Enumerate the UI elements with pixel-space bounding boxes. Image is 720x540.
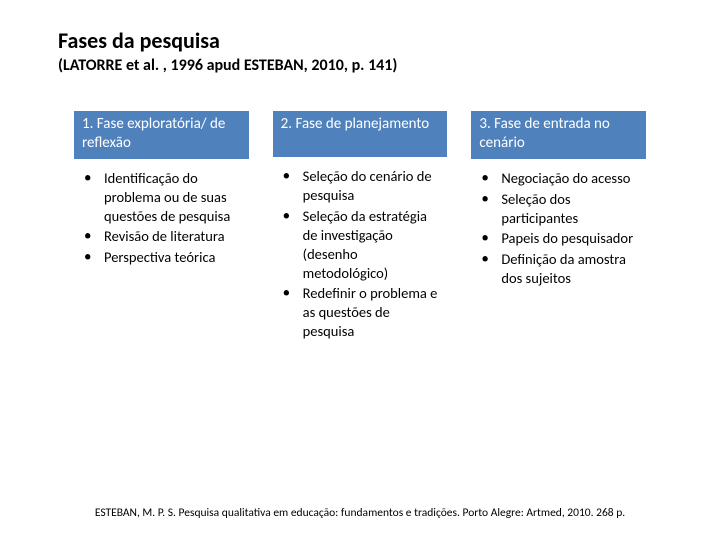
phase-item: Negociação do acesso	[477, 169, 640, 188]
phase-header: 3. Fase de entrada no cenário	[471, 111, 646, 159]
phase-item: Seleção da estratégia de investigação (d…	[279, 207, 442, 282]
phase-item: Perspectiva teórica	[80, 248, 243, 267]
phase-item: Revisão de literatura	[80, 227, 243, 246]
phase-column: 2. Fase de planejamento Seleção do cenár…	[273, 111, 448, 349]
phase-body: Negociação do acesso Seleção dos partici…	[471, 159, 646, 296]
page-title: Fases da pesquisa	[58, 28, 662, 54]
phase-item: Identificação do problema ou de suas que…	[80, 169, 243, 226]
phase-header: 2. Fase de planejamento	[273, 111, 448, 157]
phase-item: Papeis do pesquisador	[477, 229, 640, 248]
phase-header: 1. Fase exploratória/ de reflexão	[74, 111, 249, 159]
phase-column: 1. Fase exploratória/ de reflexão Identi…	[74, 111, 249, 349]
footnote-citation: ESTEBAN, M. P. S. Pesquisa qualitativa e…	[0, 506, 720, 520]
phase-body: Seleção do cenário de pesquisa Seleção d…	[273, 157, 448, 349]
phase-item: Seleção dos participantes	[477, 190, 640, 228]
phases-columns: 1. Fase exploratória/ de reflexão Identi…	[58, 111, 662, 349]
phase-body: Identificação do problema ou de suas que…	[74, 159, 249, 275]
page-subtitle: (LATORRE et al. , 1996 apud ESTEBAN, 201…	[58, 56, 662, 75]
phase-item: Definição da amostra dos sujeitos	[477, 250, 640, 288]
phase-item: Redefinir o problema e as questões de pe…	[279, 284, 442, 341]
phase-item: Seleção do cenário de pesquisa	[279, 167, 442, 205]
phase-column: 3. Fase de entrada no cenário Negociação…	[471, 111, 646, 349]
